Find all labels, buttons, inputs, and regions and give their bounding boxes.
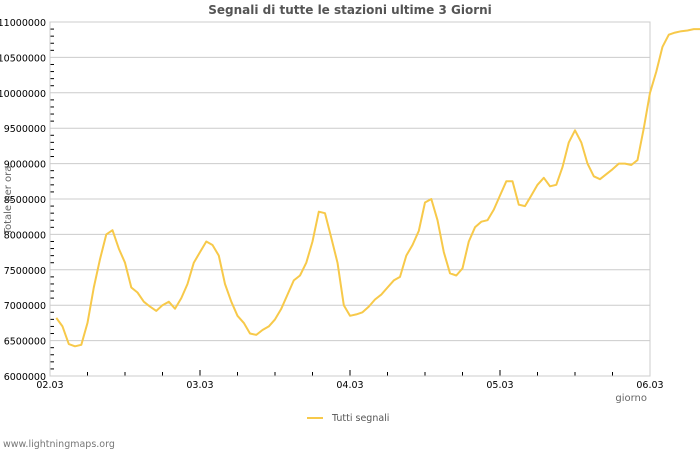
series-line-tutti-segnali (55, 28, 700, 348)
y-axis-ticks: 6000000 6500000 7000000 7500000 8000000 85000… (0, 18, 54, 383)
x-tick-label: 04.03 (336, 380, 363, 391)
grid-lines (50, 21, 650, 342)
y-tick-label: 10500000 (0, 53, 46, 64)
x-tick-label: 06.03 (636, 380, 663, 391)
y-axis-title: Totale per ora (3, 166, 14, 236)
y-tick-label: 8500000 (4, 195, 46, 206)
chart-title: Segnali di tutte le stazioni ultime 3 Gi… (208, 3, 492, 17)
y-tick-label: 6000000 (4, 372, 46, 383)
legend: Tutti segnali (307, 413, 389, 424)
x-tick-label: 02.03 (36, 380, 63, 391)
y-tick-label: 6500000 (4, 337, 46, 348)
footer-link[interactable]: www.lightningmaps.org (3, 439, 115, 450)
legend-label: Tutti segnali (331, 413, 389, 424)
x-axis-ticks: 02.03 03.03 04.03 05.03 06.03 (36, 370, 664, 391)
x-tick-label: 03.03 (186, 380, 213, 391)
y-tick-label: 7000000 (4, 301, 46, 312)
y-tick-label: 8000000 (4, 230, 46, 241)
y-tick-label: 7500000 (4, 266, 46, 277)
y-tick-label: 10000000 (0, 89, 46, 100)
y-tick-label: 9000000 (4, 160, 46, 171)
plot-frame (49, 21, 651, 377)
x-axis-title: giorno (615, 393, 647, 404)
y-tick-label: 9500000 (4, 124, 46, 135)
x-tick-label: 05.03 (486, 380, 513, 391)
y-tick-label: 11000000 (0, 18, 46, 29)
